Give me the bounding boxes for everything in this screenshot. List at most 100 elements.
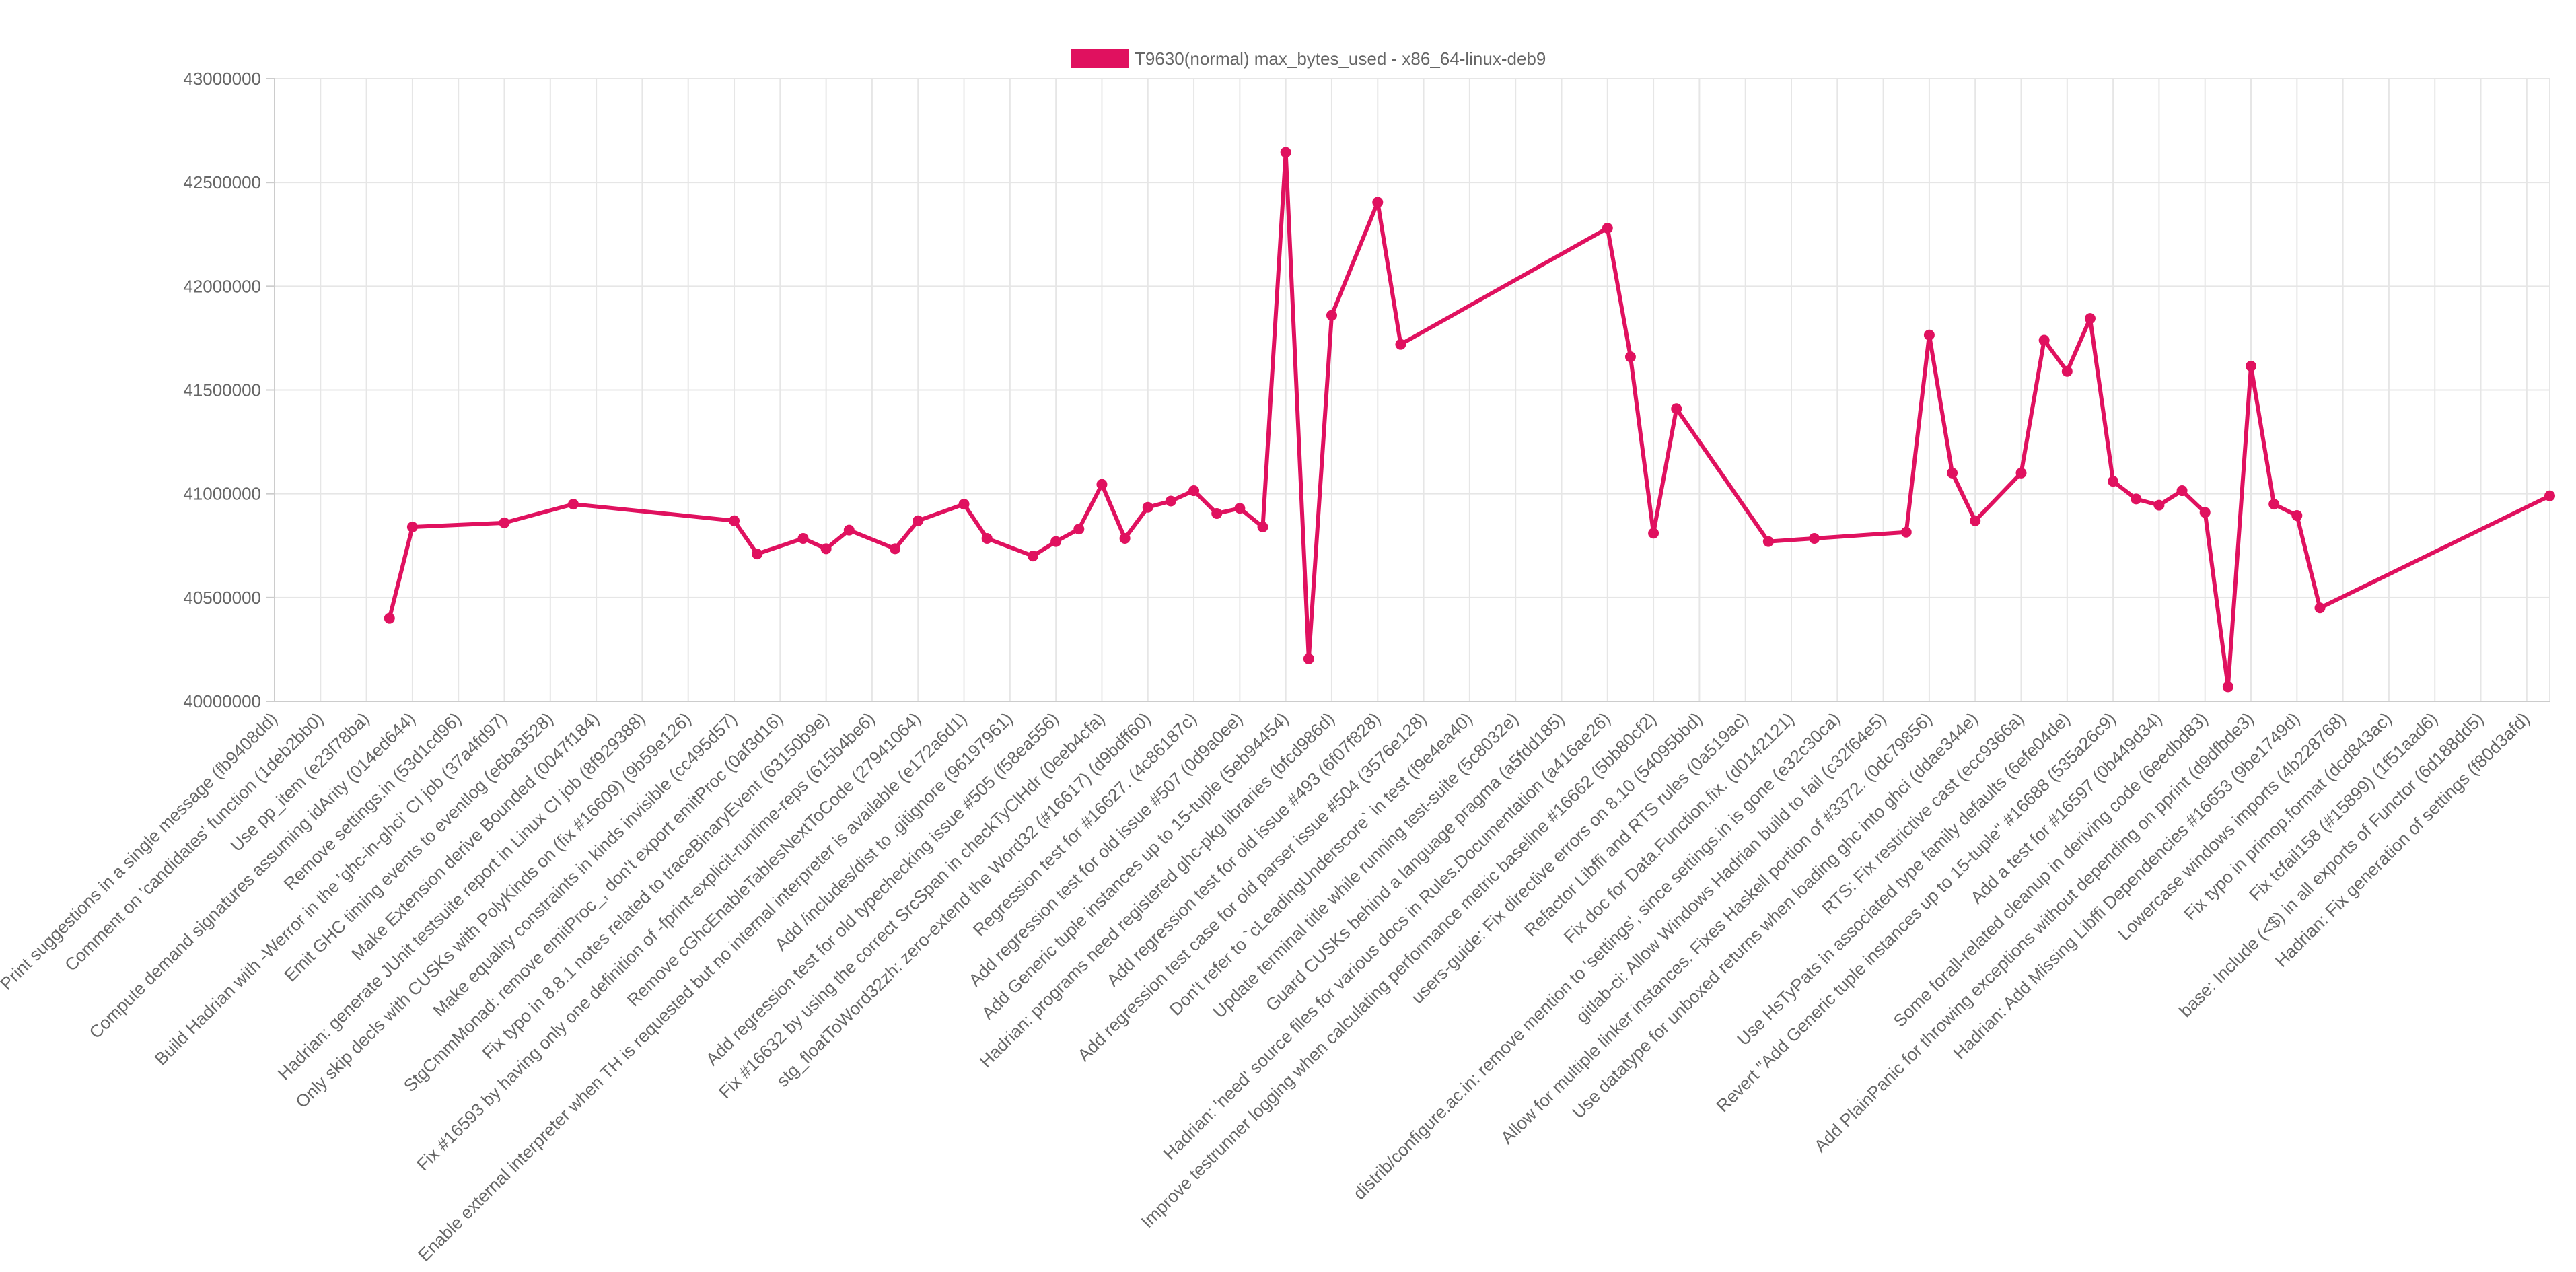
y-tick-label: 40500000 — [183, 588, 261, 608]
data-point — [1762, 536, 1774, 547]
line-segment — [1077, 482, 1104, 532]
data-point — [958, 499, 970, 510]
line-segment — [2225, 364, 2254, 689]
line-segment — [2042, 338, 2069, 374]
line-segment — [571, 502, 737, 523]
x-tick-label: Guard CUSKs behind a language pragma (a5… — [1262, 709, 1569, 1016]
data-point — [2246, 361, 2257, 372]
line-segment — [755, 536, 806, 557]
data-point — [752, 549, 763, 560]
data-point — [2153, 499, 2165, 511]
line-segment — [1605, 226, 1633, 359]
data-point — [1096, 479, 1108, 490]
data-point — [1970, 515, 1981, 526]
line-segment — [1950, 470, 1978, 523]
data-point — [1372, 197, 1384, 208]
data-point — [2222, 681, 2233, 693]
line-segment — [1904, 332, 1931, 534]
line-segment — [1674, 407, 1770, 544]
line-segment — [1973, 470, 2024, 523]
line-segment — [2087, 316, 2116, 484]
line-segment — [893, 518, 921, 551]
data-point — [1142, 501, 1153, 513]
data-point — [2544, 490, 2555, 501]
data-point — [1211, 507, 1223, 519]
data-point — [2199, 507, 2211, 518]
line-segment — [2318, 493, 2552, 610]
data-point — [406, 522, 418, 532]
line-segment — [1283, 150, 1311, 661]
line-segment — [1100, 482, 1127, 540]
data-point — [1648, 528, 1659, 539]
y-tick-label: 41500000 — [183, 380, 261, 400]
data-point — [1326, 310, 1337, 321]
data-point — [1947, 467, 1958, 479]
data-point — [1671, 403, 1682, 415]
line-segment — [2295, 514, 2322, 610]
legend-label: T9630(normal) max_bytes_used - x86_64-li… — [1135, 48, 1546, 69]
data-point — [2108, 476, 2119, 487]
data-point — [2084, 313, 2096, 324]
data-point — [384, 612, 395, 624]
line-segment — [2249, 364, 2277, 507]
y-tick-label: 40000000 — [183, 691, 261, 711]
y-tick-label: 43000000 — [183, 69, 261, 89]
line-segment — [916, 502, 966, 523]
legend-swatch — [1071, 49, 1129, 68]
line-segment — [1260, 150, 1288, 529]
line-segment — [1927, 332, 1955, 475]
data-point — [1923, 329, 1935, 341]
data-point — [2061, 365, 2073, 377]
y-tick-label: 42000000 — [183, 276, 261, 296]
line-segment — [1398, 226, 1610, 347]
line-segment — [410, 520, 507, 529]
data-point — [1234, 503, 1246, 514]
data-point — [729, 515, 740, 526]
data-point — [499, 517, 510, 528]
data-point — [1188, 485, 1200, 497]
data-point — [1050, 536, 1062, 547]
data-point — [2176, 485, 2188, 497]
data-point — [1303, 653, 1314, 664]
data-point — [2015, 467, 2027, 479]
data-point — [2038, 334, 2050, 346]
y-tick-label: 41000000 — [183, 484, 261, 504]
line-segment — [1122, 505, 1150, 540]
data-point — [1280, 147, 1291, 158]
data-point — [981, 532, 993, 544]
data-point — [2268, 499, 2280, 510]
data-point — [1602, 223, 1613, 234]
line-segment — [732, 518, 760, 557]
line-segment — [502, 502, 575, 525]
line-segment — [1628, 355, 1656, 536]
line-segment — [962, 502, 989, 540]
data-point — [2131, 493, 2142, 505]
line-segment — [2065, 316, 2092, 374]
data-point — [820, 543, 832, 555]
data-point — [797, 532, 809, 544]
line-segment — [2019, 338, 2046, 475]
data-point — [1624, 351, 1636, 363]
line-segment — [1651, 407, 1679, 536]
data-point — [2314, 602, 2326, 614]
line-segment — [1812, 530, 1908, 540]
line-segment — [387, 525, 415, 621]
data-point — [1900, 526, 1912, 538]
line-segment — [1329, 200, 1380, 318]
data-point — [843, 524, 855, 536]
data-point — [1165, 495, 1176, 507]
line-segment — [847, 528, 898, 551]
data-point — [1809, 532, 1820, 544]
data-point — [913, 515, 924, 526]
data-point — [2291, 510, 2303, 522]
y-tick-label: 42500000 — [183, 172, 261, 192]
line-segment — [1766, 536, 1817, 544]
line-segment — [1192, 489, 1219, 516]
data-point — [890, 543, 901, 555]
data-point — [567, 499, 579, 510]
data-point — [1028, 551, 1038, 562]
data-point — [1073, 524, 1085, 535]
line-segment — [1306, 313, 1334, 661]
